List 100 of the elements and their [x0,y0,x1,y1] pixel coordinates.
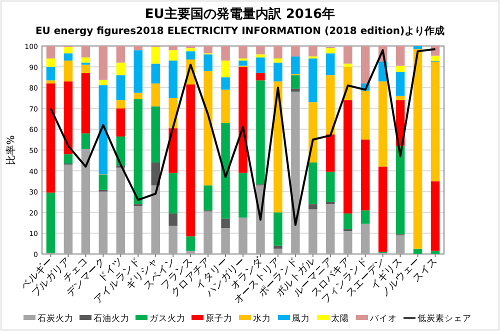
bar [413,49,422,249]
bar [274,62,282,82]
bar [221,218,230,228]
bar [186,48,195,52]
bar [396,96,405,100]
bar [256,57,265,74]
bar [344,64,352,67]
bar [238,46,248,58]
bar [46,58,56,67]
bar [116,46,126,63]
bar [134,99,142,204]
bar [204,46,212,54]
bar [413,46,422,50]
bar [360,224,370,254]
bar [238,58,248,61]
bar [238,218,248,254]
bar [221,60,230,78]
bar [116,168,126,254]
bar [274,246,282,249]
bar [221,77,230,90]
bar [64,81,73,154]
bar [168,213,178,226]
bar [430,62,440,182]
chart-subtitle: EU energy figures2018 ELECTRICITY INFORMATION (2018 edition)より作成 [35,25,445,37]
bar [151,83,160,106]
legend-label: 原子力 [206,313,232,324]
bar [326,134,335,172]
bar [151,64,160,84]
bar [326,172,335,202]
bar [308,58,318,102]
line-series [50,48,436,226]
bar [81,57,90,63]
bar [396,235,405,254]
bar [274,58,282,63]
bar [168,50,178,61]
bar [378,81,388,167]
legend-label: 低炭素シェア [418,313,472,324]
bar [291,88,300,92]
legend-label: 水力 [253,313,271,324]
legend-label: バイオ [369,314,397,324]
bar [116,62,126,76]
bar [308,162,318,204]
bar [274,248,282,254]
bar [81,148,90,254]
bar [46,192,56,253]
legend-label: 太陽 [331,313,349,324]
bar [238,172,248,218]
bar [64,60,73,82]
bar [430,181,440,251]
bar [204,54,212,71]
bar [134,206,142,254]
bar [204,185,212,210]
bar [308,102,318,162]
bar [98,46,108,80]
bar [344,231,352,254]
bar [64,53,73,61]
bar [308,209,318,254]
bar [98,85,108,175]
bar [344,100,352,214]
bar [168,226,178,254]
bar [291,46,300,56]
bar [326,75,335,134]
bar [326,48,335,54]
bar [81,73,90,134]
bar [98,80,108,86]
bar [396,66,405,72]
chart-title: EU主要国の発電量内訳 2016年 [144,6,336,22]
bar [64,164,73,254]
bar [308,46,318,56]
bar [151,162,160,186]
bar [168,128,178,173]
bar [151,185,160,254]
bar [98,174,108,190]
bar [378,166,388,252]
legend-label: ガス火力 [150,313,186,324]
legend-label: 風力 [292,313,310,324]
bar [186,236,195,251]
bar [46,80,56,84]
bar [81,46,90,58]
bar [168,60,178,98]
bar [326,53,335,76]
bar [116,100,126,108]
bar [430,250,440,254]
bar [64,47,73,54]
bar [168,46,178,50]
bar [221,90,230,123]
bar [81,64,90,74]
bar [98,192,108,254]
bar [274,46,282,58]
bar [396,146,405,234]
bar [186,250,195,254]
bar [151,47,160,64]
bar [256,80,265,184]
bar [116,75,126,100]
bar [291,75,300,89]
bar [344,46,352,64]
bar [134,92,142,100]
bar [256,54,265,58]
bar [256,73,265,80]
bar [46,66,56,80]
